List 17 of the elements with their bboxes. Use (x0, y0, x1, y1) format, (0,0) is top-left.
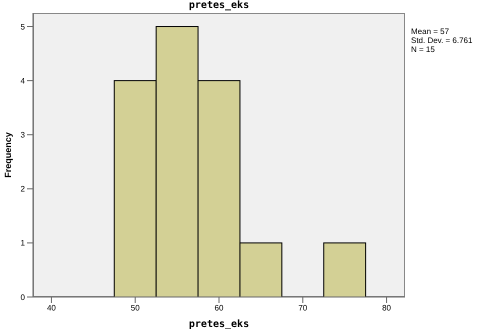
x-tick-label: 60 (214, 304, 224, 313)
x-tick-label: 50 (130, 304, 140, 313)
x-axis-title: pretes_eks (188, 319, 250, 329)
y-tick-label: 3 (20, 130, 26, 140)
y-axis-title: Frequency (3, 132, 14, 178)
text: N = 15 (411, 45, 436, 54)
y-tick-label: 1 (20, 238, 26, 248)
y-tick-label: 5 (20, 22, 26, 32)
text: Std. Dev. = 6.761 (411, 36, 472, 45)
y-tick-label: 4 (20, 76, 26, 86)
text: Mean = 57 (411, 27, 450, 36)
y-tick-label: 2 (20, 184, 26, 194)
y-tick-label: 0 (20, 292, 26, 302)
x-tick-label: 40 (46, 304, 56, 313)
chart-title: pretes_eks (188, 0, 250, 11)
x-tick-label: 70 (298, 304, 308, 313)
x-tick-label: 80 (382, 304, 392, 313)
